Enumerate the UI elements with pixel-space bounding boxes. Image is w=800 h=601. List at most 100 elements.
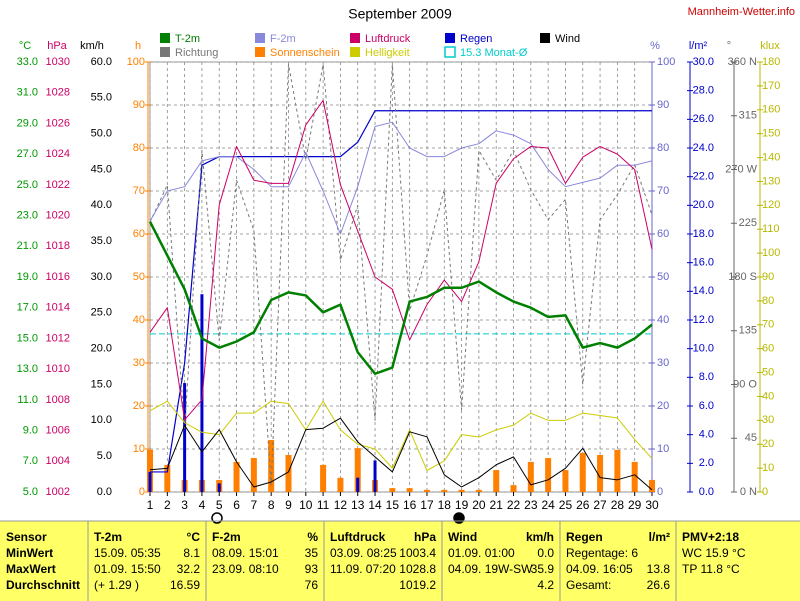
y-tick-label: 1008: [46, 394, 70, 406]
axis-unit: l/m²: [689, 40, 708, 52]
x-tick-label: 28: [611, 498, 625, 512]
bar: [406, 488, 413, 492]
y-tick-label: 19.0: [17, 271, 38, 283]
x-tick-label: 29: [628, 498, 642, 512]
x-tick-label: 16: [403, 498, 417, 512]
y-tick-label: 45: [745, 432, 757, 444]
y-tick-label: 24.0: [693, 142, 714, 154]
table-cell: Luftdruck: [330, 530, 386, 544]
table-background: [0, 521, 800, 601]
table-cell: 4.2: [537, 578, 554, 592]
table-cell: 35.9: [531, 562, 555, 576]
table-cell: Gesamt:: [566, 578, 611, 592]
y-tick-label: 100: [127, 56, 145, 68]
y-tick-label: 30: [762, 414, 774, 426]
table-cell: Durchschnitt: [6, 578, 80, 592]
y-tick-label: 12.0: [693, 314, 714, 326]
legend-label: Wind: [555, 33, 580, 45]
x-tick-label: 15: [386, 498, 400, 512]
y-tick-label: 55.0: [91, 92, 112, 104]
bar: [579, 452, 586, 492]
bar: [148, 471, 152, 492]
bar: [164, 464, 171, 492]
y-tick-label: 50.0: [91, 128, 112, 140]
legend-label: Richtung: [175, 47, 218, 59]
y-tick-label: 5.0: [23, 486, 38, 498]
x-tick-label: 24: [541, 498, 555, 512]
bar: [441, 489, 448, 492]
y-tick-label: 1020: [46, 209, 70, 221]
x-tick-label: 11: [317, 498, 330, 512]
x-tick-label: 21: [490, 498, 504, 512]
y-tick-label: 10.0: [693, 343, 714, 355]
y-tick-label: 31.0: [17, 87, 38, 99]
legend-swatch: [160, 47, 170, 57]
table-cell: 15.09. 05:35: [94, 546, 161, 560]
y-tick-label: 20: [657, 400, 669, 412]
y-tick-label: 17.0: [17, 302, 38, 314]
y-tick-label: 22.0: [693, 171, 714, 183]
y-tick-label: 50: [657, 271, 669, 283]
bar: [389, 488, 396, 492]
y-tick-label: 13.0: [17, 363, 38, 375]
x-tick-label: 1: [147, 498, 154, 512]
table-cell: °C: [187, 530, 201, 544]
bar: [649, 479, 655, 492]
y-tick-label: 5.0: [97, 450, 112, 462]
x-tick-label: 10: [299, 498, 313, 512]
bar: [527, 461, 534, 492]
table-cell: %: [307, 530, 318, 544]
legend-swatch: [540, 33, 550, 43]
y-tick-label: 180: [762, 56, 780, 68]
table-cell: 0.0: [537, 546, 554, 560]
x-tick-label: 30: [645, 498, 659, 512]
series-line: [149, 99, 653, 421]
table-cell: 35: [305, 546, 319, 560]
y-tick-label: 45.0: [91, 163, 112, 175]
y-tick-label: 25.0: [17, 179, 38, 191]
y-tick-label: 80: [657, 142, 669, 154]
y-tick-label: 27.0: [17, 148, 38, 160]
table-cell: TP 11.8 °C: [682, 562, 740, 576]
y-tick-label: 90 O: [733, 378, 757, 390]
table-cell: 04.09. 16:05: [566, 562, 633, 576]
y-tick-label: 0.0: [699, 486, 714, 498]
bar: [354, 448, 361, 492]
axis-unit: hPa: [47, 40, 67, 52]
y-tick-label: 120: [762, 199, 780, 211]
y-tick-label: 8.0: [699, 371, 714, 383]
axis-unit: °: [727, 40, 731, 52]
x-tick-label: 4: [199, 498, 206, 512]
y-tick-label: 100: [762, 247, 780, 259]
y-tick-label: 80: [762, 295, 774, 307]
series-line: [149, 400, 653, 471]
summary-table: Sensor T-2m °C F-2m% Luftdruck hPa Wind km/h Reg…: [0, 520, 800, 601]
y-tick-label: 30: [657, 357, 669, 369]
y-tick-label: 150: [762, 128, 780, 140]
y-tick-label: 35.0: [91, 235, 112, 247]
bar: [337, 477, 344, 492]
series-line: [148, 221, 653, 375]
bar: [562, 470, 569, 492]
y-tick-label: 90: [657, 99, 669, 111]
bar: [614, 449, 621, 492]
table-cell: 76: [305, 578, 319, 592]
x-tick-label: 6: [233, 498, 240, 512]
y-tick-label: 28.0: [693, 85, 714, 97]
legend-label: F-2m: [270, 33, 296, 45]
legend-label: T-2m: [175, 33, 200, 45]
axis-unit: h: [135, 40, 141, 52]
legend-swatch: [160, 33, 170, 43]
y-tick-label: 33.0: [17, 56, 38, 68]
table-cell: (+ 1.29 ): [94, 578, 139, 592]
axis-unit: klux: [760, 40, 780, 52]
y-tick-label: 0: [139, 486, 145, 498]
table-cell: Regentage: 6: [566, 546, 638, 560]
table-cell: 03.09. 08:25: [330, 546, 397, 560]
series-line: [149, 63, 653, 486]
y-tick-label: 170: [762, 80, 780, 92]
y-tick-label: 270 W: [725, 163, 757, 175]
y-tick-label: 60.0: [91, 56, 112, 68]
